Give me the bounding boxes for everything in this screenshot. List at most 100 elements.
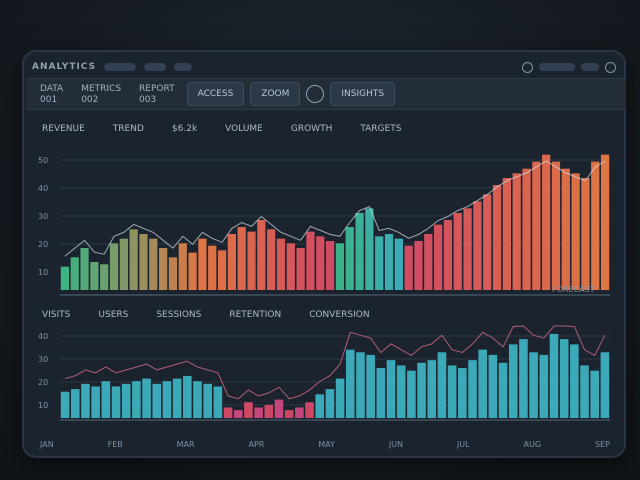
revenue-bar [591, 161, 600, 290]
revenue-bar [561, 168, 570, 290]
revenue-bar [227, 234, 236, 290]
visits-bar [244, 402, 253, 418]
visits-panel: VISITS USERS SESSIONS RETENTION CONVERSI… [32, 308, 616, 428]
revenue-bar [532, 161, 541, 290]
visits-bar [478, 349, 487, 418]
visits-bar [132, 381, 141, 418]
visits-bar [590, 370, 600, 418]
visits-chart: 40 30 20 10 [38, 325, 610, 421]
tab-pill[interactable] [174, 63, 193, 71]
y-tick-label: 50 [38, 156, 48, 165]
tab-pill[interactable] [144, 63, 167, 71]
revenue-bar [424, 234, 433, 290]
revenue-bar [237, 227, 246, 290]
revenue-bar [159, 248, 168, 290]
revenue-bar [345, 227, 354, 290]
revenue-bar [109, 243, 119, 290]
y-tick-label: 10 [38, 268, 48, 277]
revenue-bar [316, 236, 325, 290]
visits-bar [468, 360, 477, 418]
x-tick: FEB [107, 440, 123, 449]
access-button[interactable]: ACCESS [186, 82, 245, 106]
toolbar-item-sub: 001 [40, 94, 58, 105]
zoom-button[interactable]: ZOOM [250, 82, 301, 106]
revenue-bar [492, 185, 502, 290]
y-tick-label: 40 [38, 332, 48, 341]
panel-headers: REVENUE TREND $6.2k VOLUME GROWTH TARGET… [42, 124, 401, 134]
visits-bar [396, 365, 406, 418]
revenue-bar [90, 262, 99, 290]
revenue-bar [100, 264, 109, 290]
revenue-bar [139, 234, 148, 290]
visits-bar [264, 404, 274, 418]
trend-line [64, 160, 606, 257]
revenue-bar [483, 194, 492, 290]
visits-bar [519, 339, 528, 418]
revenue-bar [581, 178, 590, 290]
x-tick: MAY [318, 440, 335, 449]
panel-header: SESSIONS [156, 310, 202, 320]
toolbar-item[interactable]: DATA 001 [34, 84, 69, 105]
revenue-bar [217, 250, 227, 290]
visits-bar [305, 402, 314, 418]
forecast-label: FORECAST [552, 285, 595, 294]
x-tick: JUL [456, 440, 470, 449]
visits-bar [427, 360, 437, 418]
revenue-bar [394, 238, 403, 290]
y-tick-label: 10 [38, 401, 48, 410]
panel-header: RETENTION [229, 310, 282, 320]
visits-bar [570, 344, 579, 418]
panel-header: TARGETS [360, 124, 402, 134]
visits-bar [529, 352, 538, 418]
record-icon[interactable] [306, 85, 325, 103]
visits-bar [101, 381, 111, 418]
revenue-bar [178, 243, 187, 290]
revenue-bar [335, 243, 345, 290]
visits-bar [162, 381, 172, 418]
visits-bar [376, 368, 386, 418]
revenue-bar [512, 173, 521, 290]
visits-bar [356, 352, 365, 418]
toolbar-item-label: DATA [40, 83, 64, 94]
y-tick-label: 20 [38, 240, 48, 249]
y-tick-label: 30 [38, 355, 48, 364]
insights-button[interactable]: INSIGHTS [330, 82, 396, 106]
revenue-bar [522, 168, 531, 290]
y-tick-label: 20 [38, 378, 48, 387]
revenue-bar [119, 238, 128, 290]
x-tick: JAN [40, 440, 54, 449]
revenue-bar [443, 220, 453, 290]
tab-pill[interactable] [104, 63, 137, 71]
search-input[interactable] [539, 63, 575, 71]
revenue-bar [208, 245, 217, 290]
panel-header: REVENUE [42, 124, 85, 134]
visits-bar [172, 378, 182, 418]
toolbar-item[interactable]: REPORT 003 [133, 84, 181, 105]
revenue-bar [267, 229, 276, 290]
revenue-bar [80, 248, 89, 290]
panel-headers: VISITS USERS SESSIONS RETENTION CONVERSI… [42, 310, 370, 320]
visits-bar [203, 383, 212, 418]
y-tick-label: 30 [38, 212, 48, 221]
toolbar: DATA 001 METRICS 002 REPORT 003 ACCESS Z… [26, 78, 626, 110]
visits-bar [325, 389, 335, 418]
settings-icon[interactable] [522, 61, 533, 73]
visits-bar [549, 333, 559, 418]
revenue-bar [375, 236, 384, 290]
profile-icon[interactable] [605, 61, 616, 73]
revenue-bar [168, 257, 178, 290]
revenue-panel: REVENUE TREND $6.2k VOLUME GROWTH TARGET… [32, 120, 616, 300]
visits-bar [315, 394, 325, 418]
trend-line [64, 325, 606, 400]
revenue-bar [247, 231, 256, 290]
panel-header: TREND [112, 124, 144, 134]
x-axis-ticks: JAN FEB MAR APR MAY JUN JUL AUG SEP [40, 440, 610, 449]
visits-bar [335, 378, 345, 418]
panel-header: VISITS [42, 310, 71, 320]
visits-bar [91, 386, 100, 418]
visits-bar [559, 339, 569, 418]
visits-bar [447, 365, 457, 418]
x-tick: MAR [176, 440, 195, 449]
menu-icon[interactable] [581, 63, 599, 71]
toolbar-item[interactable]: METRICS 002 [75, 84, 127, 105]
